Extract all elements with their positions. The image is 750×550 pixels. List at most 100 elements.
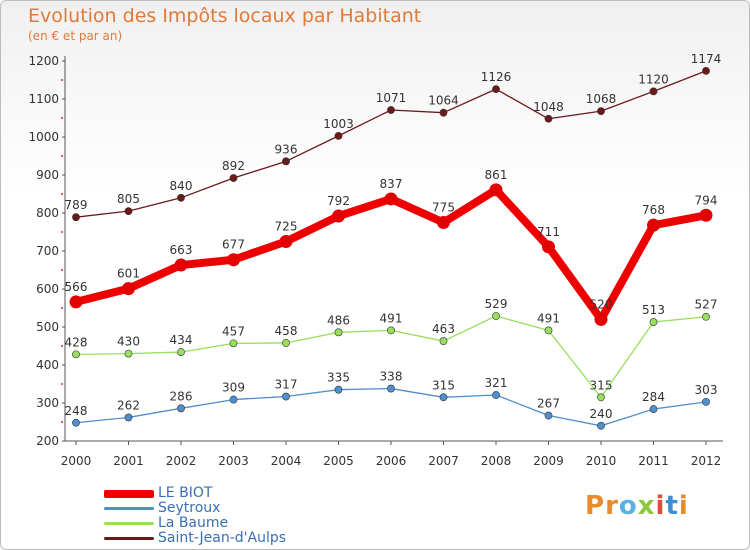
data-label-biot: 601 [117, 267, 140, 281]
data-label-sja: 1068 [586, 92, 617, 106]
data-label-baume: 430 [117, 335, 140, 349]
data-point-baume [387, 326, 395, 335]
data-point-sja [544, 114, 553, 123]
y-tick-label: 1000 [28, 130, 59, 144]
y-minor-tick [61, 155, 63, 157]
data-label-sja: 789 [65, 198, 88, 212]
x-tick-label: 2002 [166, 454, 197, 468]
data-label-seytroux: 248 [65, 404, 88, 418]
y-minor-tick [61, 117, 63, 119]
data-point-sja [72, 213, 80, 222]
data-point-biot [384, 192, 398, 206]
legend-item-saint-jean-d-aulps[interactable]: Saint-Jean-d'Aulps [104, 531, 286, 546]
data-label-biot: 794 [695, 193, 718, 207]
data-point-biot [122, 282, 135, 296]
data-label-seytroux: 338 [380, 370, 403, 384]
data-label-baume: 491 [537, 311, 560, 325]
data-label-seytroux: 335 [327, 371, 350, 385]
legend-item-la-baume[interactable]: La Baume [104, 516, 286, 531]
data-point-sja [282, 157, 290, 166]
logo-letter: t [665, 491, 679, 521]
data-point-biot [174, 258, 188, 272]
x-tick-label: 2006 [376, 454, 407, 468]
data-point-baume [177, 348, 185, 356]
data-point-biot [647, 218, 660, 232]
data-label-baume: 529 [485, 297, 508, 311]
legend-label: La Baume [158, 515, 229, 531]
y-tick-label: 600 [36, 282, 59, 296]
data-label-baume: 463 [432, 322, 455, 336]
data-label-sja: 840 [170, 179, 193, 193]
chart-title: Evolution des Impôts locaux par Habitant [28, 5, 422, 27]
data-label-biot: 520 [590, 297, 613, 311]
data-label-sja: 1174 [691, 52, 722, 66]
logo-letter: r [605, 491, 619, 521]
data-point-sja [649, 87, 658, 96]
data-point-sja [177, 193, 185, 202]
y-minor-tick [61, 269, 63, 271]
logo-letter: i [678, 491, 689, 521]
data-point-baume [72, 350, 80, 359]
data-point-baume [492, 312, 500, 320]
data-label-sja: 1048 [533, 100, 564, 114]
data-point-biot [594, 312, 608, 326]
data-label-sja: 892 [222, 159, 245, 173]
data-point-seytroux [229, 395, 238, 404]
data-point-seytroux [649, 405, 658, 413]
data-point-biot [332, 209, 345, 223]
data-point-sja [334, 131, 343, 140]
data-point-biot [489, 183, 503, 197]
y-tick-label: 500 [36, 320, 59, 334]
y-minor-tick [61, 421, 63, 423]
data-label-seytroux: 317 [275, 378, 298, 392]
y-minor-tick [61, 345, 63, 347]
data-point-baume [229, 339, 238, 348]
legend-swatch [104, 489, 154, 498]
legend-item-le-biot[interactable]: LE BIOT [104, 486, 286, 501]
data-label-sja: 805 [117, 192, 140, 206]
data-label-baume: 527 [695, 298, 718, 312]
data-point-seytroux [72, 418, 80, 427]
data-point-seytroux [334, 385, 343, 394]
x-tick-label: 2010 [586, 454, 617, 468]
logo-letter: x [637, 491, 656, 521]
data-point-baume [649, 318, 658, 326]
data-point-seytroux [544, 411, 553, 420]
legend: LE BIOT Seytroux La Baume Saint-Jean-d'A… [104, 486, 286, 546]
y-minor-tick [61, 383, 63, 385]
data-label-seytroux: 240 [590, 407, 613, 421]
proxiti-logo: Proxiti [585, 491, 689, 521]
data-label-sja: 1003 [323, 117, 354, 131]
data-label-baume: 486 [327, 313, 350, 327]
y-tick-label: 700 [36, 244, 59, 258]
data-point-baume [544, 326, 553, 335]
data-label-baume: 491 [380, 311, 403, 325]
data-label-seytroux: 286 [170, 389, 193, 403]
data-point-baume [124, 349, 133, 358]
legend-swatch [104, 507, 154, 510]
legend-item-seytroux[interactable]: Seytroux [104, 501, 286, 516]
data-label-biot: 663 [170, 243, 193, 257]
data-label-biot: 725 [275, 220, 298, 234]
y-minor-tick [61, 193, 63, 195]
data-label-seytroux: 315 [432, 378, 455, 392]
data-point-baume [334, 328, 343, 337]
data-label-biot: 792 [327, 194, 350, 208]
data-label-biot: 768 [642, 203, 665, 217]
data-point-seytroux [282, 392, 290, 401]
legend-label: LE BIOT [158, 485, 213, 501]
x-tick-label: 2012 [691, 454, 722, 468]
x-tick-label: 2003 [218, 454, 249, 468]
x-tick-label: 2008 [481, 454, 512, 468]
data-label-baume: 428 [65, 335, 88, 349]
data-point-sja [229, 174, 238, 182]
data-point-biot [69, 295, 83, 309]
data-point-baume [702, 312, 710, 321]
data-point-seytroux [177, 404, 185, 413]
data-point-baume [282, 339, 290, 347]
logo-letter: i [655, 491, 666, 521]
y-minor-tick [61, 231, 63, 233]
x-tick-label: 2000 [61, 454, 92, 468]
logo-letter: o [618, 491, 638, 521]
